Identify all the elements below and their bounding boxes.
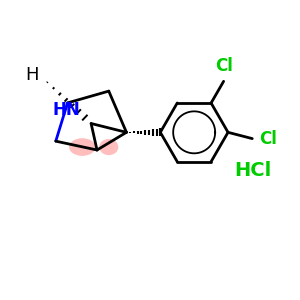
Text: HN: HN <box>52 101 80 119</box>
Text: H: H <box>25 66 38 84</box>
Text: Cl: Cl <box>260 130 278 148</box>
Ellipse shape <box>99 139 118 155</box>
Ellipse shape <box>69 138 95 156</box>
Text: HCl: HCl <box>234 161 272 180</box>
Text: Cl: Cl <box>215 57 232 75</box>
